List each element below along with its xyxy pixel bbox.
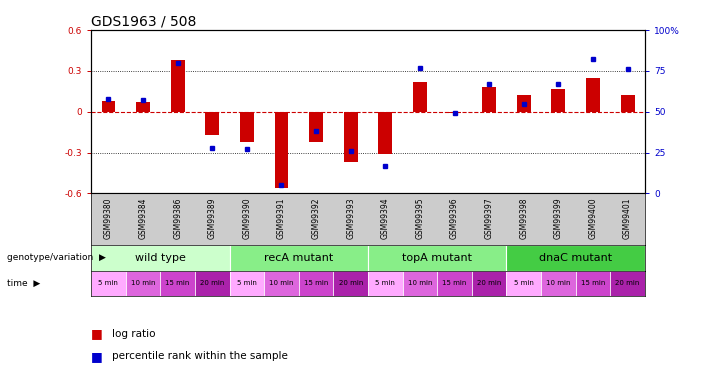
Bar [402, 270, 437, 296]
Text: genotype/variation  ▶: genotype/variation ▶ [7, 253, 106, 262]
Text: GSM99401: GSM99401 [623, 198, 632, 239]
Text: 15 min: 15 min [442, 280, 467, 286]
Bar [230, 245, 368, 270]
Bar [136, 102, 150, 112]
Text: GSM99394: GSM99394 [381, 198, 390, 239]
Bar [334, 270, 368, 296]
Text: 5 min: 5 min [514, 280, 533, 286]
Text: 5 min: 5 min [237, 280, 257, 286]
Text: dnaC mutant: dnaC mutant [539, 253, 612, 263]
Bar [413, 82, 427, 112]
Text: time  ▶: time ▶ [7, 279, 40, 288]
Bar [517, 95, 531, 112]
Bar [611, 270, 645, 296]
Text: GSM99380: GSM99380 [104, 198, 113, 239]
Bar [437, 270, 472, 296]
Bar [309, 112, 323, 142]
Bar [171, 60, 184, 112]
Text: 10 min: 10 min [408, 280, 433, 286]
Bar [91, 245, 230, 270]
Text: GDS1963 / 508: GDS1963 / 508 [91, 15, 196, 29]
Text: 20 min: 20 min [615, 280, 640, 286]
Text: 5 min: 5 min [376, 280, 395, 286]
Text: wild type: wild type [135, 253, 186, 263]
Text: 15 min: 15 min [304, 280, 328, 286]
Bar [264, 270, 299, 296]
Bar [482, 87, 496, 112]
Bar [230, 270, 264, 296]
Bar [586, 78, 600, 112]
Bar [240, 112, 254, 142]
Text: GSM99398: GSM99398 [519, 198, 529, 239]
Text: topA mutant: topA mutant [402, 253, 472, 263]
Bar [541, 270, 576, 296]
Text: ■: ■ [91, 327, 103, 340]
Bar [448, 112, 461, 113]
Bar [507, 245, 645, 270]
Bar [379, 112, 393, 154]
Bar [299, 270, 334, 296]
Text: GSM99400: GSM99400 [589, 198, 597, 239]
Bar [368, 270, 402, 296]
Bar [102, 101, 116, 112]
Bar [552, 88, 565, 112]
Text: GSM99384: GSM99384 [139, 198, 147, 239]
Text: GSM99399: GSM99399 [554, 198, 563, 239]
Bar [576, 270, 611, 296]
Bar [195, 270, 230, 296]
Text: 10 min: 10 min [131, 280, 156, 286]
Text: 10 min: 10 min [546, 280, 571, 286]
Text: 20 min: 20 min [339, 280, 363, 286]
Bar [205, 112, 219, 135]
Bar [472, 270, 507, 296]
Text: recA mutant: recA mutant [264, 253, 334, 263]
Text: 15 min: 15 min [581, 280, 605, 286]
Text: GSM99391: GSM99391 [277, 198, 286, 239]
Bar [91, 270, 125, 296]
Text: GSM99392: GSM99392 [312, 198, 320, 239]
Bar [368, 245, 507, 270]
Text: 15 min: 15 min [165, 280, 190, 286]
Text: percentile rank within the sample: percentile rank within the sample [112, 351, 288, 361]
Text: 20 min: 20 min [200, 280, 224, 286]
Bar [343, 112, 358, 162]
Text: GSM99397: GSM99397 [484, 198, 494, 239]
Bar [125, 270, 161, 296]
Text: 5 min: 5 min [99, 280, 118, 286]
Text: ■: ■ [91, 350, 103, 363]
Text: 10 min: 10 min [269, 280, 294, 286]
Bar [275, 112, 288, 188]
Text: 20 min: 20 min [477, 280, 501, 286]
Text: GSM99386: GSM99386 [173, 198, 182, 239]
Text: GSM99395: GSM99395 [416, 198, 424, 239]
Text: GSM99390: GSM99390 [243, 198, 252, 239]
Bar [507, 270, 541, 296]
Bar [161, 270, 195, 296]
Bar [620, 95, 634, 112]
Text: log ratio: log ratio [112, 329, 156, 339]
Text: GSM99389: GSM99389 [207, 198, 217, 239]
Text: GSM99396: GSM99396 [450, 198, 459, 239]
Text: GSM99393: GSM99393 [346, 198, 355, 239]
